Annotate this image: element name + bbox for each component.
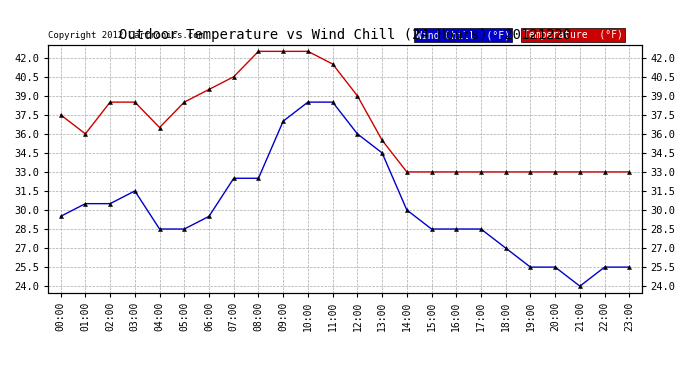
Text: Copyright 2012 Cartronics.com: Copyright 2012 Cartronics.com <box>48 31 204 40</box>
Title: Outdoor Temperature vs Wind Chill (24 Hours)  20121220: Outdoor Temperature vs Wind Chill (24 Ho… <box>119 28 571 42</box>
Text: Temperature  (°F): Temperature (°F) <box>523 30 623 40</box>
Text: Wind Chill  (°F): Wind Chill (°F) <box>416 30 510 40</box>
